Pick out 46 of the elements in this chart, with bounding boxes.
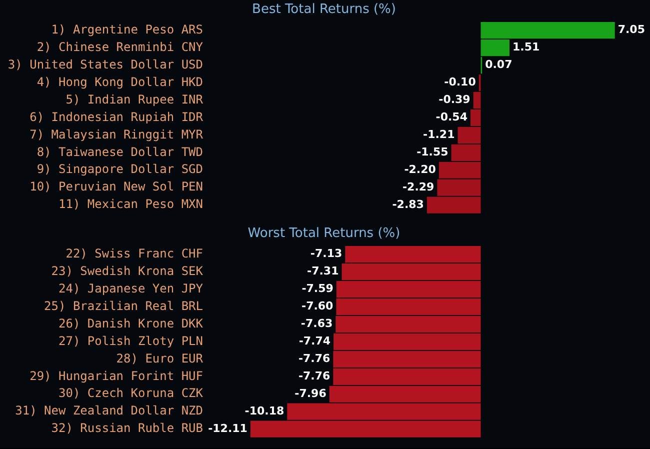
data-label: -10.18 [244, 404, 284, 418]
data-label: 1.51 [512, 40, 540, 54]
data-label: -7.76 [298, 370, 331, 383]
y-tick-label: 10) Peruvian New Sol PEN [30, 180, 203, 194]
data-label: -7.96 [294, 386, 327, 400]
chart-title: Best Total Returns (%) [252, 2, 396, 18]
y-tick-label: 1) Argentine Peso ARS [51, 22, 203, 36]
data-label: -7.59 [302, 282, 334, 296]
data-label: -12.11 [208, 422, 248, 435]
y-tick-label: 31) New Zealand Dollar NZD [15, 404, 203, 418]
y-tick-label: 29) Hungarian Forint HUF [30, 368, 203, 383]
y-tick-label: 6) Indonesian Rupiah IDR [30, 110, 204, 124]
y-tick-label: 2) Chinese Renminbi CNY [36, 40, 204, 54]
chart-title: Worst Total Returns (%) [248, 226, 400, 242]
y-tick-label: 30) Czech Koruna CZK [58, 386, 204, 400]
data-label: -2.83 [392, 198, 424, 211]
y-tick-label: 7) Malaysian Ringgit MYR [30, 127, 204, 142]
data-label: -7.13 [310, 247, 342, 260]
data-label: -7.74 [298, 334, 331, 348]
data-label: -0.10 [444, 76, 476, 89]
data-label: -1.21 [423, 128, 455, 142]
data-label: -0.39 [438, 93, 470, 106]
data-label: -7.76 [298, 352, 331, 366]
data-label: 7.05 [618, 23, 645, 36]
y-tick-label: 8) Taiwanese Dollar TWD [36, 144, 203, 159]
y-tick-label: 32) Russian Ruble RUB [51, 421, 203, 436]
y-tick-label: 24) Japanese Yen JPY [58, 281, 204, 296]
y-tick-label: 22) Swiss Franc CHF [66, 246, 203, 260]
data-label: -7.31 [307, 264, 339, 278]
data-label: -2.20 [404, 162, 436, 176]
data-label: -0.54 [436, 110, 468, 124]
y-tick-label: 26) Danish Krone DKK [58, 316, 204, 330]
y-tick-label: 23) Swedish Krona SEK [51, 264, 204, 278]
y-tick-label: 3) United States Dollar USD [8, 57, 203, 72]
data-label: 0.07 [485, 58, 512, 72]
y-tick-label: 9) Singapore Dollar SGD [36, 162, 203, 176]
y-tick-label: 11) Mexican Peso MXN [58, 197, 203, 212]
y-tick-label: 27) Polish Zloty PLN [58, 334, 203, 348]
y-tick-label: 5) Indian Rupee INR [66, 92, 204, 106]
y-tick-label: 4) Hong Kong Dollar HKD [36, 74, 203, 89]
data-label: -7.63 [300, 317, 333, 330]
y-tick-label: 25) Brazilian Real BRL [44, 298, 203, 313]
data-label: -7.60 [302, 300, 334, 313]
data-label: -1.55 [416, 146, 448, 159]
y-tick-label: 28) Euro EUR [116, 351, 204, 366]
data-label: -2.29 [402, 180, 434, 194]
